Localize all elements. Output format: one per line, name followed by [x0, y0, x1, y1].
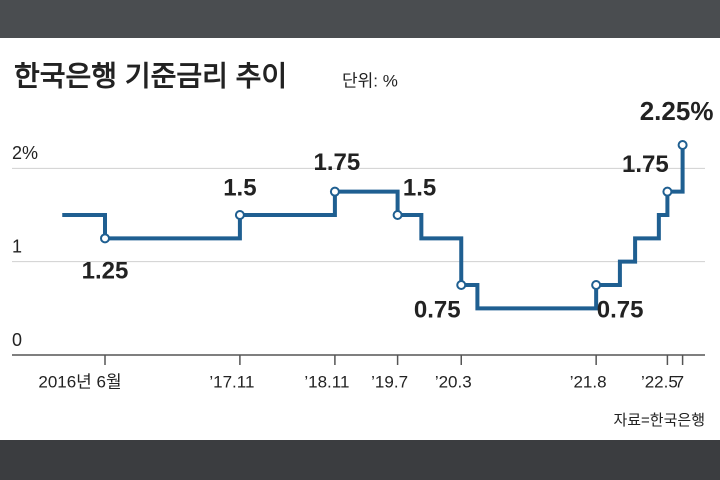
photo-top — [0, 0, 720, 38]
value-label: 2.25% — [640, 96, 714, 126]
value-label: 0.75 — [597, 296, 644, 323]
rate-line — [62, 145, 685, 311]
point-marker — [662, 186, 673, 197]
source: 자료=한국은행 — [613, 412, 705, 429]
point-marker — [392, 210, 403, 220]
unit-label: 단위: % — [342, 71, 398, 90]
x-tick-label: ’20.3 — [435, 372, 472, 391]
value-label: 0.75 — [414, 296, 461, 323]
point-marker — [329, 186, 340, 197]
point-marker — [677, 140, 688, 150]
chart-title: 한국은행 기준금리 추이 — [14, 60, 287, 91]
y-tick-label: 2% — [12, 143, 38, 163]
x-tick-label: ’17.11 — [209, 372, 254, 391]
point-marker — [100, 233, 110, 244]
photo-bottom — [0, 440, 720, 480]
point-marker — [456, 280, 467, 290]
value-label: 1.75 — [314, 149, 361, 176]
point-marker — [234, 210, 245, 220]
value-label: 1.75 — [622, 151, 669, 178]
y-tick-label: 0 — [12, 330, 22, 350]
value-label: 1.5 — [223, 174, 256, 201]
x-tick-label: 2016년 6월 — [38, 372, 121, 391]
x-tick-label: ’18.11 — [304, 372, 349, 391]
x-tick-label: ’19.7 — [371, 372, 408, 391]
x-tick-label: ’21.8 — [570, 372, 607, 391]
point-marker — [591, 280, 602, 290]
x-tick-label: 7 — [675, 372, 684, 391]
x-tick-label: ’22.5 — [641, 372, 678, 391]
y-tick-label: 1 — [12, 236, 22, 256]
value-label: 1.25 — [82, 258, 129, 285]
value-label: 1.5 — [403, 174, 436, 201]
